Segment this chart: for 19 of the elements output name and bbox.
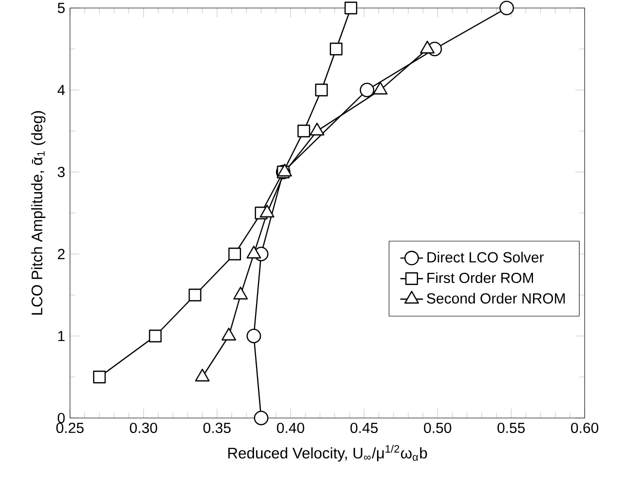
x-tick-label: 0.25 bbox=[56, 422, 84, 434]
legend-label: Direct LCO Solver bbox=[427, 252, 544, 262]
y-tick-label: 4 bbox=[58, 84, 65, 96]
x-tick-label: 0.50 bbox=[424, 422, 452, 434]
x-tick-label: 0.30 bbox=[130, 422, 158, 434]
x-tick-label: 0.55 bbox=[497, 422, 525, 434]
x-tick-label: 0.40 bbox=[276, 422, 304, 434]
y-axis-title: LCO Pitch Amplitude, ᾱ$_{1}$ (deg) bbox=[31, 111, 46, 315]
y-tick-label: 3 bbox=[58, 166, 65, 178]
y-tick-label: 2 bbox=[58, 248, 65, 260]
y-tick-label: 1 bbox=[58, 330, 65, 342]
x-tick-label: 0.60 bbox=[571, 422, 598, 434]
legend-label: First Order ROM bbox=[427, 272, 534, 284]
legend-label: Second Order NROM bbox=[426, 292, 565, 304]
x-tick-label: 0.45 bbox=[350, 422, 378, 434]
x-tick-label: 0.35 bbox=[203, 422, 231, 434]
y-tick-label: 5 bbox=[58, 2, 65, 14]
x-axis-title: Reduced Velocity, U$_{∞}$/μ$^{1/2}$ω$_{α}$b bbox=[228, 444, 427, 462]
y-tick-label: 0 bbox=[58, 412, 65, 424]
